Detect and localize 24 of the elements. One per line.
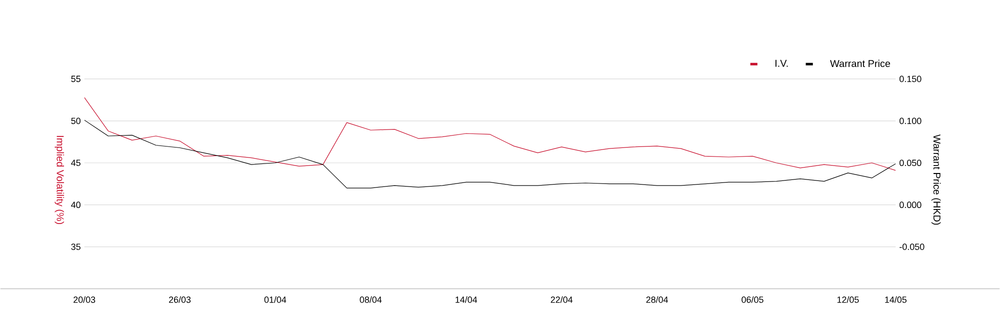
legend-label: I.V. bbox=[776, 60, 788, 67]
y2-tick-label: -0.050 bbox=[900, 244, 924, 250]
x-tick-label: 08/04 bbox=[360, 296, 382, 303]
x-tick-label: 14/05 bbox=[885, 296, 907, 303]
y2-tick-label: 0.100 bbox=[900, 118, 922, 124]
legend-label: Warrant Price bbox=[830, 60, 890, 68]
x-tick-label: 28/04 bbox=[646, 296, 668, 303]
x-tick-label: 26/03 bbox=[169, 296, 191, 303]
y2-tick-label: 0.050 bbox=[900, 160, 922, 166]
x-tick-label: 22/04 bbox=[550, 296, 573, 303]
y2-tick-label: 0.000 bbox=[900, 202, 922, 208]
y-tick-label: 50 bbox=[71, 118, 80, 124]
y-tick-label: 55 bbox=[71, 76, 80, 82]
x-tick-label: 12/05 bbox=[837, 296, 859, 303]
y-tick-label: 45 bbox=[71, 160, 80, 166]
x-tick-label: 14/04 bbox=[456, 296, 478, 303]
y2-tick-label: 0.150 bbox=[900, 76, 922, 82]
y-axis-title: Implied Volatility (%) bbox=[54, 136, 64, 224]
x-tick-label: 06/05 bbox=[742, 296, 764, 303]
y2-axis-title: Warrant Price (HKD) bbox=[931, 134, 941, 225]
x-tick-label: 01/04 bbox=[264, 296, 286, 303]
y-tick-label: 40 bbox=[71, 202, 80, 208]
x-tick-label: 20/03 bbox=[74, 296, 96, 303]
y-tick-label: 35 bbox=[71, 244, 80, 250]
